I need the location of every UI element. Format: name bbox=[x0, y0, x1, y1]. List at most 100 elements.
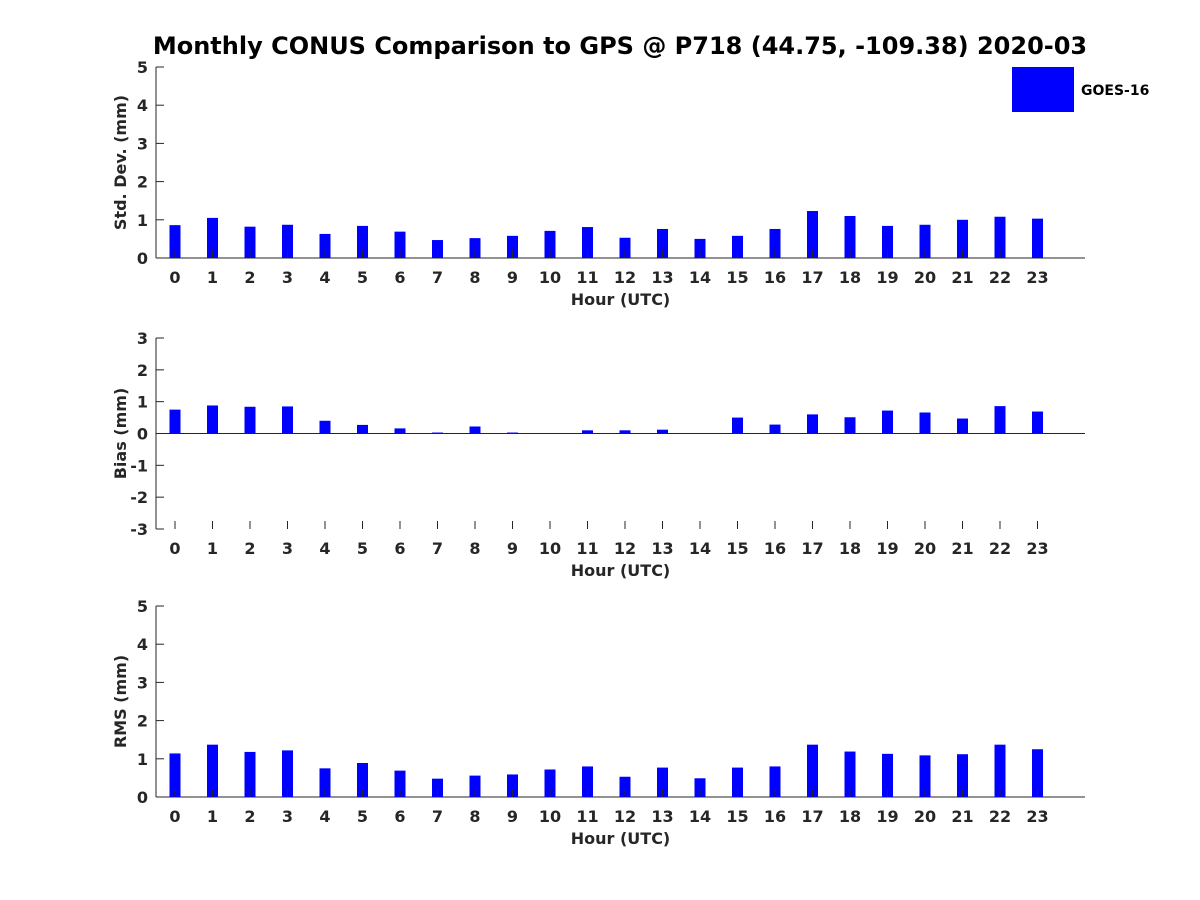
bias-y-axis-label: Bias (mm) bbox=[111, 388, 130, 480]
rms-x-tick-label: 17 bbox=[801, 807, 823, 826]
bias-x-tick-label: 16 bbox=[764, 539, 786, 558]
rms-x-tick-label: 4 bbox=[319, 807, 330, 826]
rms-bar-0 bbox=[169, 753, 181, 797]
bias-x-tick-label: 2 bbox=[244, 539, 255, 558]
bias-bar-2 bbox=[244, 406, 256, 434]
bias-bar-5 bbox=[357, 424, 368, 434]
rms-y-tick-label: 5 bbox=[137, 597, 148, 616]
rms-bar-2 bbox=[244, 751, 256, 797]
bias-bar-4 bbox=[319, 420, 331, 434]
bias-y-tick-label: -1 bbox=[130, 456, 148, 475]
rms-x-tick-label: 13 bbox=[651, 807, 673, 826]
rms-bar-5 bbox=[357, 763, 368, 797]
rms-bar-14 bbox=[694, 778, 706, 797]
rms-bar-18 bbox=[844, 751, 856, 797]
legend: GOES-16 bbox=[1012, 67, 1149, 112]
std-bar-10 bbox=[544, 230, 556, 258]
std-bar-1 bbox=[207, 217, 218, 258]
bias-bar-7 bbox=[432, 432, 443, 434]
bias-x-tick-label: 9 bbox=[507, 539, 518, 558]
rms-x-tick-label: 6 bbox=[394, 807, 405, 826]
rms-bar-15 bbox=[732, 767, 743, 797]
bias-bar-11 bbox=[582, 430, 593, 434]
rms-x-tick-label: 22 bbox=[989, 807, 1011, 826]
bias-bar-3 bbox=[282, 406, 293, 434]
rms-bar-8 bbox=[469, 775, 481, 797]
rms-x-tick-label: 18 bbox=[839, 807, 861, 826]
bias-y-tick-label: -3 bbox=[130, 520, 148, 539]
bias-x-tick-label: 20 bbox=[914, 539, 936, 558]
std-bar-5 bbox=[357, 225, 368, 258]
rms-bar-17 bbox=[807, 744, 818, 797]
rms-x-tick-label: 14 bbox=[689, 807, 711, 826]
std-bar-16 bbox=[769, 228, 781, 258]
std-bar-0 bbox=[169, 225, 181, 258]
bias-x-tick-label: 10 bbox=[539, 539, 561, 558]
std-y-tick-label: 4 bbox=[137, 96, 148, 115]
bias-bar-0 bbox=[169, 409, 181, 434]
bias-y-tick-label: 0 bbox=[137, 425, 148, 444]
bias-x-tick-label: 17 bbox=[801, 539, 823, 558]
bias-x-tick-label: 18 bbox=[839, 539, 861, 558]
std-x-tick-label: 8 bbox=[469, 268, 480, 287]
bias-y-tick-label: 1 bbox=[137, 393, 148, 412]
std-y-tick-label: 1 bbox=[137, 211, 148, 230]
legend-swatch bbox=[1012, 67, 1074, 112]
bias-x-axis-label: Hour (UTC) bbox=[571, 561, 671, 580]
std-bar-22 bbox=[994, 216, 1006, 258]
bias-bar-19 bbox=[882, 410, 893, 434]
rms-x-tick-label: 9 bbox=[507, 807, 518, 826]
std-bar-4 bbox=[319, 233, 331, 258]
bias-x-tick-label: 21 bbox=[951, 539, 973, 558]
std-bar-2 bbox=[244, 226, 256, 258]
rms-y-tick-label: 1 bbox=[137, 750, 148, 769]
bias-y-tick-label: 3 bbox=[137, 329, 148, 348]
rms-x-tick-label: 8 bbox=[469, 807, 480, 826]
bias-x-tick-label: 19 bbox=[876, 539, 898, 558]
std-x-tick-label: 10 bbox=[539, 268, 561, 287]
rms-x-tick-label: 12 bbox=[614, 807, 636, 826]
rms-x-tick-label: 10 bbox=[539, 807, 561, 826]
bias-bar-16 bbox=[769, 424, 781, 434]
std-y-tick-label: 3 bbox=[137, 134, 148, 153]
rms-y-tick-label: 2 bbox=[137, 712, 148, 731]
bias-x-tick-label: 3 bbox=[282, 539, 293, 558]
bias-bar-17 bbox=[807, 414, 818, 434]
bias-bar-18 bbox=[844, 417, 856, 434]
rms-bar-4 bbox=[319, 768, 331, 797]
bias-x-tick-label: 5 bbox=[357, 539, 368, 558]
std-x-tick-label: 3 bbox=[282, 268, 293, 287]
chart-title: Monthly CONUS Comparison to GPS @ P718 (… bbox=[153, 32, 1087, 60]
rms-bar-20 bbox=[919, 755, 931, 797]
rms-bar-6 bbox=[394, 770, 406, 797]
rms-x-tick-label: 23 bbox=[1026, 807, 1048, 826]
bias-bar-22 bbox=[994, 406, 1006, 434]
bias-x-tick-label: 4 bbox=[319, 539, 330, 558]
rms-bar-22 bbox=[994, 744, 1006, 797]
std-x-tick-label: 18 bbox=[839, 268, 861, 287]
rms-y-tick-label: 0 bbox=[137, 788, 148, 807]
bias-bar-1 bbox=[207, 405, 218, 434]
std-x-tick-label: 21 bbox=[951, 268, 973, 287]
std-bar-7 bbox=[432, 240, 443, 258]
rms-y-axis-label: RMS (mm) bbox=[111, 655, 130, 748]
bias-bar-23 bbox=[1032, 411, 1043, 434]
rms-x-tick-label: 0 bbox=[169, 807, 180, 826]
bias-x-tick-label: 11 bbox=[576, 539, 598, 558]
bias-y-tick-label: -2 bbox=[130, 488, 148, 507]
rms-y-tick-label: 3 bbox=[137, 673, 148, 692]
rms-x-tick-label: 11 bbox=[576, 807, 598, 826]
bias-bar-13 bbox=[657, 429, 668, 434]
rms-bar-1 bbox=[207, 744, 218, 797]
bias-x-tick-label: 1 bbox=[207, 539, 218, 558]
bias-y-tick-label: 2 bbox=[137, 361, 148, 380]
rms-x-tick-label: 16 bbox=[764, 807, 786, 826]
std-bar-18 bbox=[844, 215, 856, 258]
std-bar-21 bbox=[957, 219, 968, 258]
bias-x-tick-label: 12 bbox=[614, 539, 636, 558]
bias-x-tick-label: 13 bbox=[651, 539, 673, 558]
rms-bar-21 bbox=[957, 754, 968, 797]
rms-x-tick-label: 5 bbox=[357, 807, 368, 826]
std-bar-20 bbox=[919, 224, 931, 258]
bias-x-tick-label: 15 bbox=[726, 539, 748, 558]
